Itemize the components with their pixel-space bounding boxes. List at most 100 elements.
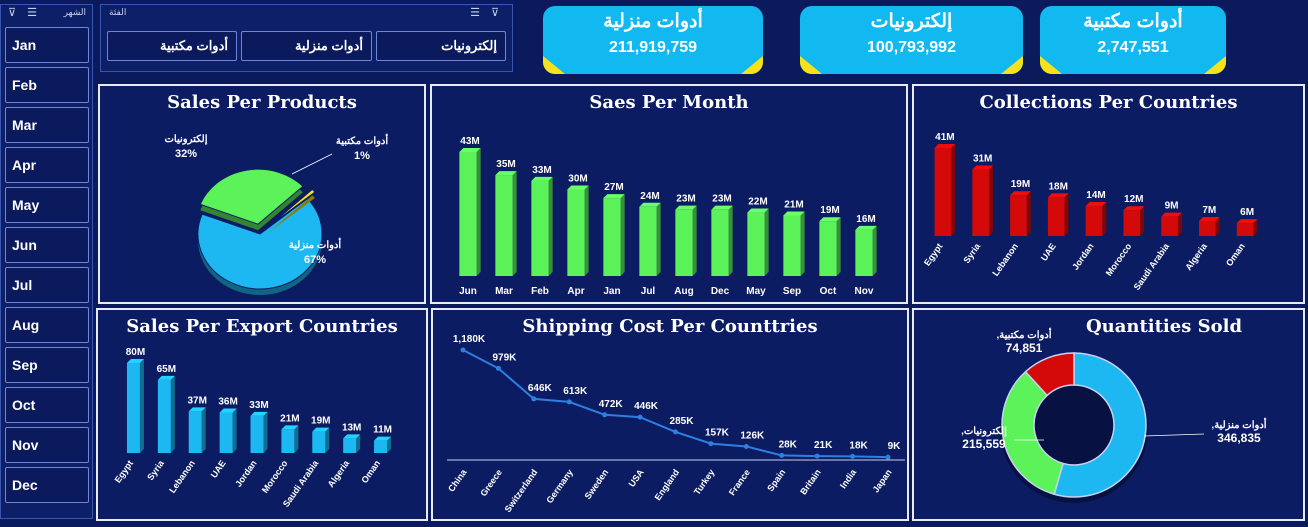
- bar-side: [800, 211, 805, 276]
- tick-label: Nov: [855, 286, 874, 297]
- slice-percent: 67%: [304, 254, 326, 266]
- collections-chart: 41M Egypt 31M Syria 19M Lebanon 18M UAE 14M Jorda…: [922, 132, 1258, 292]
- data-label: 157K: [705, 428, 730, 439]
- month-item-mar[interactable]: Mar: [5, 107, 89, 143]
- clear-filter-icon[interactable]: ⊽: [7, 7, 17, 19]
- tick-label: Oct: [820, 286, 837, 297]
- donut-slice: [1001, 370, 1064, 496]
- tick-label: Sweden: [583, 467, 611, 501]
- bar: [819, 221, 837, 276]
- tick-label: Lebanon: [167, 458, 197, 494]
- bar-top: [126, 359, 144, 363]
- data-point: [708, 441, 714, 447]
- month-item-nov[interactable]: Nov: [5, 427, 89, 463]
- data-point: [566, 399, 572, 405]
- bar: [531, 180, 549, 276]
- chart-title: Sales Per Export Countries: [126, 316, 398, 337]
- month-item-jun[interactable]: Jun: [5, 227, 89, 263]
- tick-label: UAE: [209, 458, 228, 479]
- chart-title: Shipping Cost Per Counttries: [522, 316, 818, 337]
- month-slicer-title: الشهر: [63, 7, 86, 17]
- pie-slice: [197, 197, 323, 290]
- data-label: 37M: [187, 395, 206, 406]
- month-item-jan[interactable]: Jan: [5, 27, 89, 63]
- data-label: 22M: [748, 197, 767, 208]
- bar: [219, 412, 233, 453]
- bar: [1123, 210, 1141, 236]
- bar-side: [988, 165, 993, 236]
- bar: [157, 379, 171, 453]
- kpi-card-electronics: إلكترونيات 100,793,992: [800, 6, 1023, 74]
- data-label: 30M: [568, 173, 587, 184]
- kpi-value: 211,919,759: [608, 39, 698, 56]
- bar: [459, 152, 477, 276]
- data-label: 33M: [532, 165, 551, 176]
- month-item-feb[interactable]: Feb: [5, 67, 89, 103]
- tick-label: Aug: [674, 286, 693, 297]
- data-label: 472K: [599, 399, 624, 410]
- month-item-dec[interactable]: Dec: [5, 467, 89, 503]
- multi-select-icon[interactable]: ☰: [27, 7, 37, 19]
- data-label: 41M: [935, 132, 954, 143]
- tick-label: England: [653, 467, 682, 502]
- tick-label: Turkey: [692, 467, 717, 496]
- bar-top: [639, 202, 661, 207]
- month-item-may[interactable]: May: [5, 187, 89, 223]
- bar-side: [951, 144, 956, 236]
- category-item-electronics[interactable]: إلكترونيات: [376, 31, 506, 61]
- tick-label: Greece: [478, 467, 504, 498]
- data-label: 979K: [492, 352, 517, 363]
- data-point: [850, 453, 856, 459]
- slice-label: أدوات منزلية,: [1211, 418, 1266, 431]
- data-label: 16M: [856, 214, 875, 225]
- month-item-jul[interactable]: Jul: [5, 267, 89, 303]
- tick-label: Sep: [783, 286, 801, 297]
- data-label: 21M: [784, 199, 803, 210]
- multi-select-icon[interactable]: ☰: [470, 7, 480, 19]
- sales-per-export-chart: 80M Egypt 65M Syria 37M Lebanon 36M UAE 33M Jorda…: [113, 347, 392, 509]
- bar: [281, 429, 295, 453]
- tick-label: Oman: [1224, 241, 1247, 268]
- collections-per-countries-panel: Collections Per Countries 41M Egypt 31M Syr…: [912, 84, 1305, 304]
- bar-side: [548, 176, 553, 276]
- bar: [972, 169, 989, 236]
- bar: [934, 148, 952, 236]
- bar-side: [294, 425, 299, 453]
- kpi-card-office: أدوات مكتبية 2,747,551: [1040, 6, 1226, 74]
- category-slicer: الفئة ☰ ⊽ إلكترونيات أدوات منزلية أدوات …: [100, 4, 513, 72]
- month-item-sep[interactable]: Sep: [5, 347, 89, 383]
- tick-label: China: [446, 467, 469, 494]
- bar: [1199, 220, 1216, 236]
- month-item-aug[interactable]: Aug: [5, 307, 89, 343]
- slice-label: أدوات منزلية: [289, 238, 342, 251]
- data-point: [743, 443, 749, 449]
- tick-label: Apr: [567, 286, 584, 297]
- bar-top: [1047, 193, 1069, 198]
- bar-side: [872, 225, 877, 276]
- shipping-cost-chart: 1,180K China 979K Greece 646K Switzerland 613K…: [446, 334, 905, 514]
- clear-filter-icon[interactable]: ⊽: [490, 7, 500, 19]
- bar-side: [356, 434, 361, 453]
- month-item-apr[interactable]: Apr: [5, 147, 89, 183]
- category-item-office[interactable]: أدوات مكتبية: [107, 31, 237, 61]
- bar-top: [312, 427, 330, 432]
- sales-per-products-panel: Sales Per Products أدوات منزلية 67% إلكترو…: [98, 84, 426, 304]
- bar: [1236, 223, 1254, 236]
- month-item-oct[interactable]: Oct: [5, 387, 89, 423]
- bar-side: [728, 205, 733, 276]
- chart-title: Sales Per Products: [167, 92, 357, 113]
- bar-top: [459, 148, 481, 152]
- bar-top: [711, 205, 733, 210]
- data-label: 1,180K: [453, 334, 486, 345]
- category-item-household[interactable]: أدوات منزلية: [241, 31, 372, 61]
- tick-label: Germany: [544, 467, 575, 505]
- bar-top: [783, 211, 805, 216]
- tick-label: Oman: [359, 458, 382, 485]
- slice-value: 74,851: [1006, 341, 1043, 355]
- bar-top: [188, 407, 206, 412]
- bar-side: [1026, 191, 1031, 236]
- category-slicer-header: الفئة ☰ ⊽: [101, 5, 512, 23]
- bar-side: [325, 427, 330, 453]
- bar-side: [170, 375, 175, 453]
- tick-label: Syria: [145, 458, 166, 483]
